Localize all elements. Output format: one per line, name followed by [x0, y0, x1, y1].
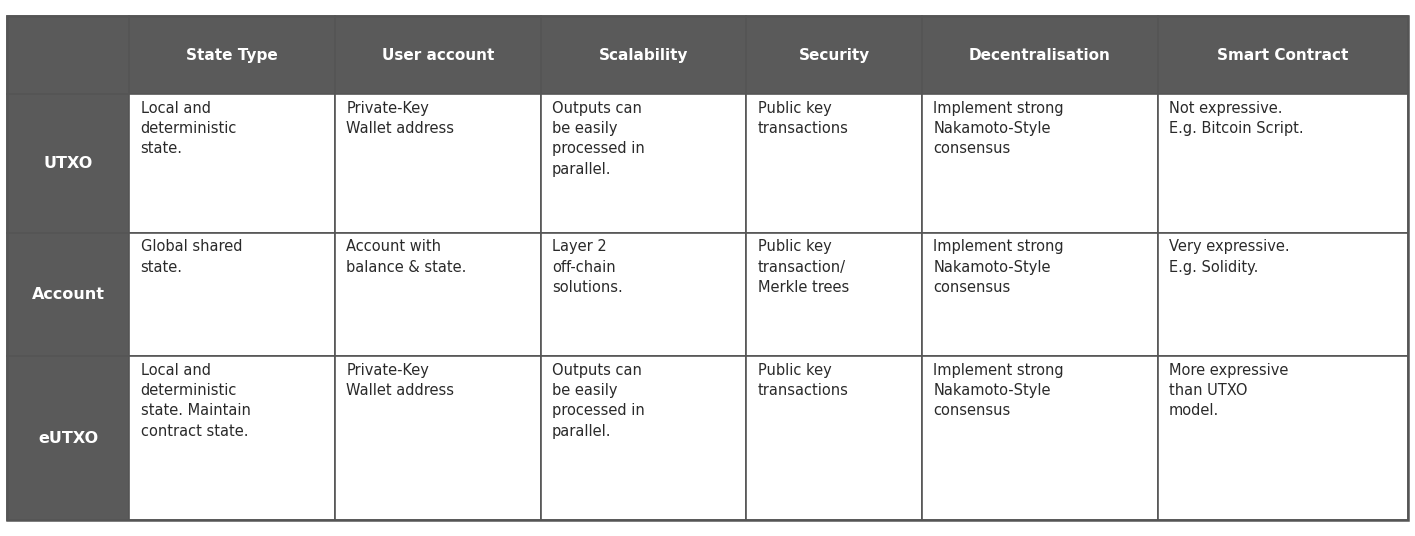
Bar [746, 233, 923, 356]
Text: eUTXO: eUTXO [38, 430, 98, 445]
Text: Private-Key
Wallet address: Private-Key Wallet address [347, 101, 454, 136]
Bar [923, 94, 1157, 233]
Bar [335, 233, 541, 356]
Bar [1157, 94, 1408, 233]
Bar [1157, 233, 1408, 356]
Bar [7, 233, 129, 356]
Text: More expressive
than UTXO
model.: More expressive than UTXO model. [1169, 362, 1288, 419]
Text: Layer 2
off-chain
solutions.: Layer 2 off-chain solutions. [552, 239, 623, 295]
Text: Implement strong
Nakamoto-Style
consensus: Implement strong Nakamoto-Style consensu… [934, 362, 1064, 419]
Text: Account: Account [31, 287, 105, 302]
Bar [746, 16, 923, 94]
Text: Public key
transaction/
Merkle trees: Public key transaction/ Merkle trees [757, 239, 849, 295]
Bar [7, 356, 129, 520]
Text: Scalability: Scalability [599, 48, 688, 63]
Bar [923, 16, 1157, 94]
Text: Very expressive.
E.g. Solidity.: Very expressive. E.g. Solidity. [1169, 239, 1289, 274]
Text: Outputs can
be easily
processed in
parallel.: Outputs can be easily processed in paral… [552, 101, 645, 177]
Bar [541, 16, 746, 94]
Text: Account with
balance & state.: Account with balance & state. [347, 239, 467, 274]
Bar [746, 94, 923, 233]
Bar [1157, 16, 1408, 94]
Text: Public key
transactions: Public key transactions [757, 101, 849, 136]
Bar [746, 356, 923, 520]
Bar [129, 94, 335, 233]
Text: State Type: State Type [187, 48, 277, 63]
Text: Smart Contract: Smart Contract [1217, 48, 1348, 63]
Bar [335, 356, 541, 520]
Bar [541, 233, 746, 356]
Text: Local and
deterministic
state.: Local and deterministic state. [140, 101, 236, 157]
Text: Outputs can
be easily
processed in
parallel.: Outputs can be easily processed in paral… [552, 362, 645, 439]
Bar [7, 16, 129, 94]
Bar [335, 16, 541, 94]
Bar [541, 356, 746, 520]
Text: Implement strong
Nakamoto-Style
consensus: Implement strong Nakamoto-Style consensu… [934, 239, 1064, 295]
Bar [923, 356, 1157, 520]
Text: Private-Key
Wallet address: Private-Key Wallet address [347, 362, 454, 398]
Bar [541, 94, 746, 233]
Text: Public key
transactions: Public key transactions [757, 362, 849, 398]
Text: Implement strong
Nakamoto-Style
consensus: Implement strong Nakamoto-Style consensu… [934, 101, 1064, 157]
Bar [7, 94, 129, 233]
Bar [129, 16, 335, 94]
Bar [129, 356, 335, 520]
Text: Local and
deterministic
state. Maintain
contract state.: Local and deterministic state. Maintain … [140, 362, 250, 439]
Text: User account: User account [382, 48, 494, 63]
Text: Not expressive.
E.g. Bitcoin Script.: Not expressive. E.g. Bitcoin Script. [1169, 101, 1303, 136]
Text: Global shared
state.: Global shared state. [140, 239, 242, 274]
Text: UTXO: UTXO [44, 156, 93, 171]
Bar [1157, 356, 1408, 520]
Text: Decentralisation: Decentralisation [969, 48, 1111, 63]
Bar [335, 94, 541, 233]
Bar [129, 233, 335, 356]
Text: Security: Security [798, 48, 870, 63]
Bar [923, 233, 1157, 356]
